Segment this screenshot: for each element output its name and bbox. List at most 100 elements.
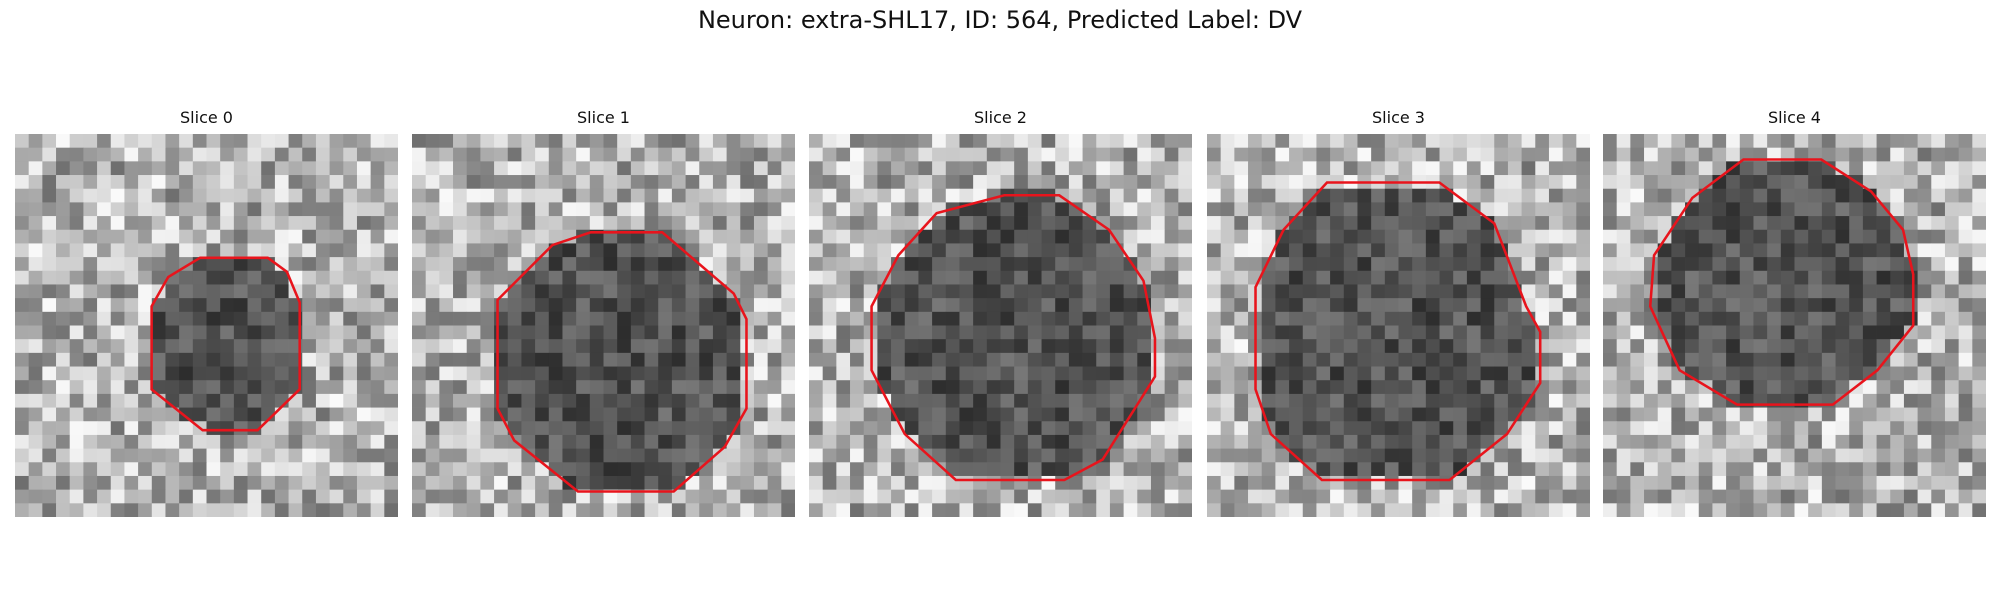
pixel [165, 339, 180, 354]
panel-title: Slice 2 [974, 108, 1027, 127]
pixel [1234, 270, 1249, 285]
pixel [453, 380, 468, 395]
pixel [973, 147, 988, 162]
pixel [1027, 462, 1042, 477]
pixel [562, 339, 577, 354]
pixel [548, 475, 563, 491]
pixel [1958, 284, 1973, 299]
pixel [1780, 284, 1795, 299]
pixel [1835, 175, 1850, 190]
pixel [973, 421, 988, 436]
pixel [179, 284, 194, 299]
pixel [1671, 175, 1686, 190]
pixel [630, 380, 645, 395]
pixel [767, 229, 782, 244]
pixel [1712, 407, 1727, 422]
pixel [973, 270, 988, 285]
pixel [15, 202, 30, 217]
pixel [1821, 175, 1836, 190]
pixel [384, 298, 398, 313]
pixel [1780, 448, 1795, 463]
pixel [589, 243, 604, 258]
pixel [1096, 188, 1111, 203]
pixel [1439, 202, 1454, 217]
pixel [1096, 161, 1111, 176]
pixel [1712, 147, 1727, 162]
pixel [206, 407, 221, 422]
pixel [1890, 134, 1905, 149]
pixel [329, 270, 344, 285]
pixel [302, 462, 317, 477]
pixel [329, 325, 344, 340]
pixel [1712, 448, 1727, 463]
pixel [1535, 134, 1550, 149]
pixel [1275, 489, 1290, 504]
pixel [1849, 475, 1864, 491]
pixel [1371, 311, 1386, 326]
pixel [1644, 188, 1659, 203]
pixel [1849, 352, 1864, 367]
pixel [1562, 421, 1577, 436]
pixel [726, 257, 741, 272]
pixel [562, 311, 577, 326]
pixel [356, 503, 372, 517]
pixel [850, 475, 865, 491]
pixel [1398, 229, 1413, 244]
pixel [1644, 448, 1659, 463]
pixel [959, 134, 974, 149]
pixel [1412, 284, 1427, 299]
pixel [480, 434, 495, 449]
pixel [1289, 407, 1304, 422]
pixel [1178, 393, 1192, 408]
pixel [1931, 243, 1946, 258]
pixel [1261, 325, 1276, 340]
pixel [1096, 216, 1111, 231]
pixel [124, 503, 139, 517]
pixel [1890, 434, 1905, 449]
pixel [1041, 448, 1056, 463]
pixel [1753, 229, 1768, 244]
pixel [726, 503, 741, 517]
pixel [753, 407, 769, 422]
pixel [904, 503, 919, 517]
pixel [1562, 284, 1577, 299]
pixel [1630, 284, 1645, 299]
pixel [453, 434, 468, 449]
pixel [863, 421, 878, 436]
pixel [1207, 311, 1222, 326]
pixel [1808, 161, 1823, 176]
pixel [1164, 503, 1179, 517]
pixel [1958, 298, 1973, 313]
pixel [1494, 462, 1509, 477]
pixel [302, 475, 317, 491]
pixel [562, 284, 577, 299]
pixel [1835, 229, 1850, 244]
pixel [1425, 393, 1440, 408]
pixel [370, 311, 385, 326]
pixel [986, 503, 1001, 517]
pixel [507, 366, 522, 381]
pixel [1453, 448, 1468, 463]
pixel [1644, 270, 1659, 285]
pixel [274, 489, 289, 504]
pixel [83, 216, 98, 231]
pixel [1178, 380, 1192, 395]
pixel [973, 161, 988, 176]
pixel [453, 134, 468, 149]
pixel [699, 503, 714, 517]
pixel [192, 298, 207, 313]
pixel [179, 298, 194, 313]
pixel [1123, 284, 1138, 299]
pixel [1753, 352, 1768, 367]
pixel [1644, 421, 1659, 436]
pixel [42, 407, 57, 422]
pixel [453, 489, 468, 504]
pixel [28, 380, 43, 395]
pixel [1698, 161, 1713, 176]
pixel [535, 503, 550, 517]
pixel [1890, 147, 1905, 162]
slice-image [809, 134, 1192, 517]
pixel [1726, 380, 1741, 395]
pixel [1096, 366, 1111, 381]
pixel [630, 352, 645, 367]
